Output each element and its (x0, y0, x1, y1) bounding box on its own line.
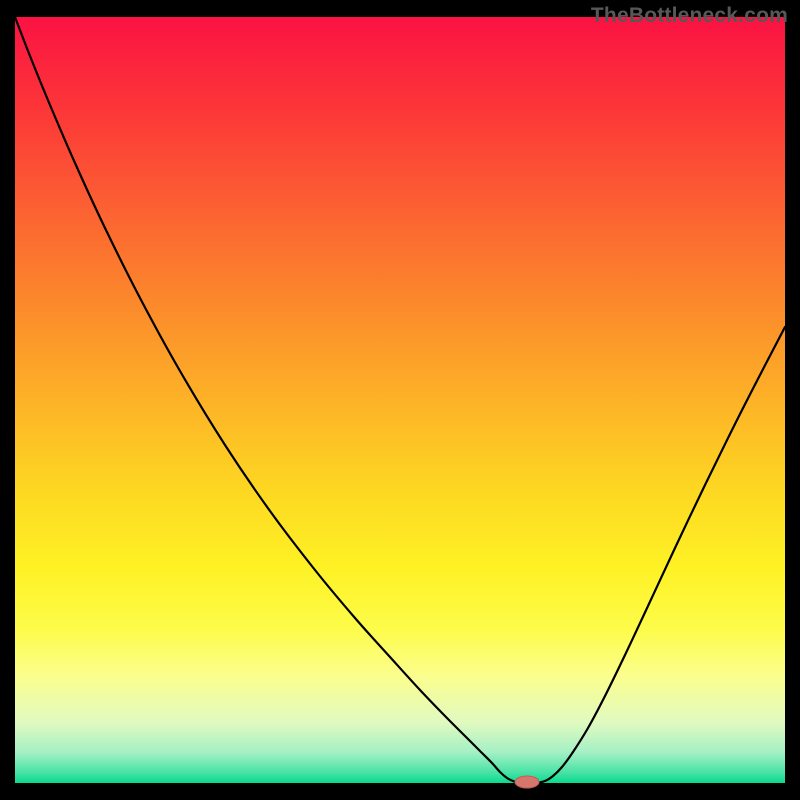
chart-svg (0, 0, 800, 800)
watermark-text: TheBottleneck.com (591, 4, 788, 28)
bottleneck-chart: TheBottleneck.com (0, 0, 800, 800)
optimal-marker (515, 776, 539, 788)
